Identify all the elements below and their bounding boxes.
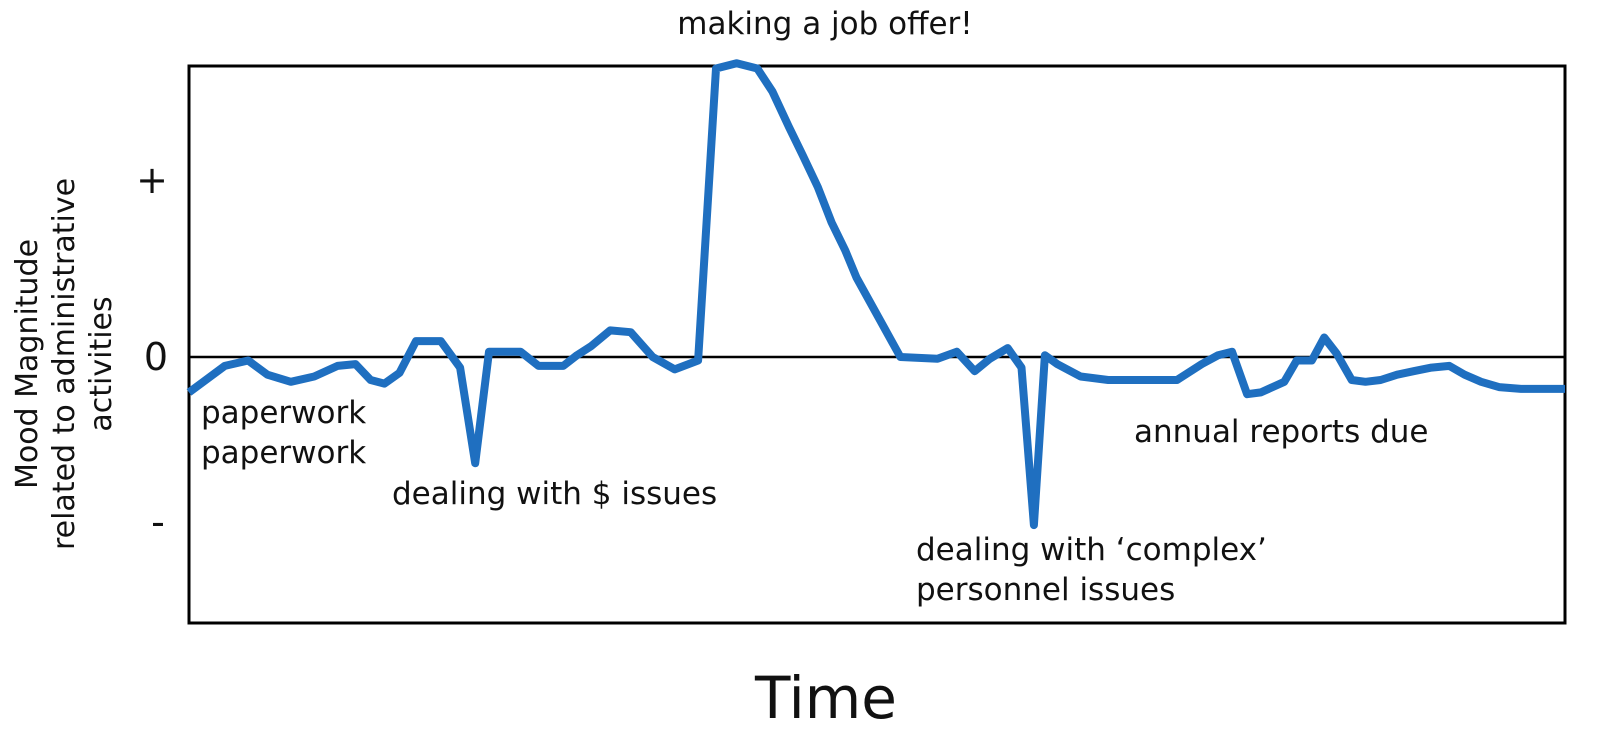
y-tick-label: -	[151, 500, 165, 544]
annotation-paperwork: paperwork	[201, 395, 366, 431]
y-axis-label-line: activities	[84, 296, 119, 431]
series-line-0	[186, 59, 1565, 530]
y-tick-label: +	[136, 158, 168, 202]
series-layer	[186, 59, 1565, 530]
annotation-money-issues: dealing with $ issues	[392, 476, 717, 512]
annotation-paperwork: paperwork	[201, 435, 366, 471]
annotation-personnel-issues: personnel issues	[916, 572, 1175, 608]
annotation-job-offer: making a job offer!	[677, 6, 972, 42]
plot-frame	[187, 64, 1567, 625]
y-axis-label: Mood Magnitude related to administrative…	[10, 178, 119, 550]
y-axis-label-line: related to administrative	[47, 178, 82, 550]
annotation-annual-reports: annual reports due	[1134, 414, 1429, 450]
y-tick-label: 0	[144, 335, 168, 379]
annotation-personnel-issues: dealing with ‘complex’	[916, 532, 1267, 568]
y-axis-label-line: Mood Magnitude	[10, 239, 45, 489]
x-axis-label: Time	[754, 664, 897, 732]
